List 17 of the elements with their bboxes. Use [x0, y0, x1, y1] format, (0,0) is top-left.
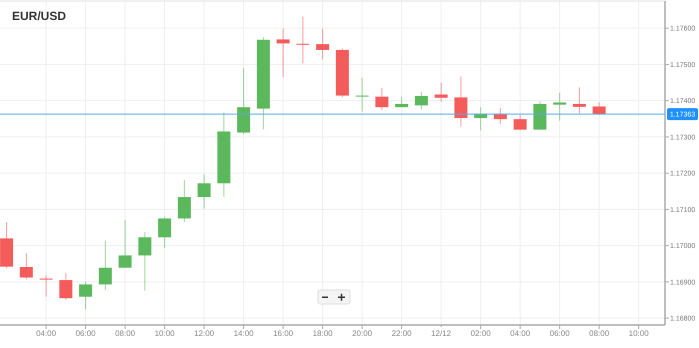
x-tick-label: 10:00 — [628, 329, 650, 338]
x-tick-label: 14:00 — [234, 329, 254, 338]
x-tick-label: 10:00 — [154, 329, 176, 338]
x-tick-label: 06:00 — [550, 329, 570, 338]
x-tick-label: 02:00 — [470, 329, 492, 338]
x-tick-label: 08:00 — [115, 329, 136, 338]
x-tick-label: 12:00 — [194, 329, 215, 338]
x-tick-label: 04:00 — [36, 329, 57, 338]
x-tick-label: 12/12 — [431, 329, 452, 338]
text: EUR/USD — [12, 9, 66, 23]
x-tick-label: 22:00 — [392, 329, 412, 338]
x-tick-label: 18:00 — [312, 329, 334, 338]
x-tick-label: 06:00 — [76, 329, 96, 338]
x-tick-label: 04:00 — [510, 329, 531, 338]
x-tick-label: 16:00 — [273, 329, 294, 338]
x-tick-label: 08:00 — [589, 329, 610, 338]
x-tick-label: 20:00 — [352, 329, 373, 338]
